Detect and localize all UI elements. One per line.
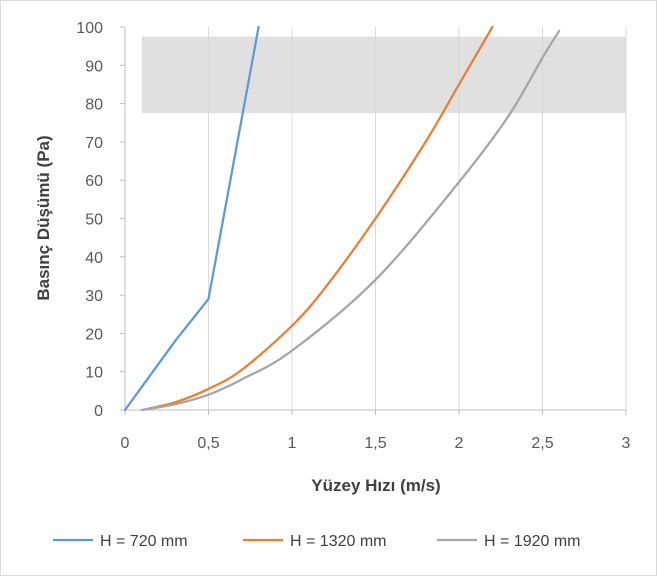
y-tick-label: 30 xyxy=(85,288,103,305)
x-tick-label: 2 xyxy=(455,435,464,452)
x-tick-label: 3 xyxy=(622,435,631,452)
y-tick-label: 70 xyxy=(85,135,103,152)
y-tick-label: 60 xyxy=(85,173,103,190)
x-axis-title: Yüzey Hızı (m/s) xyxy=(311,476,440,495)
x-tick-label: 1,5 xyxy=(364,435,386,452)
y-tick-label: 10 xyxy=(85,365,103,382)
axes xyxy=(120,26,627,415)
y-tick-label: 100 xyxy=(76,20,103,37)
shaded-band-layer xyxy=(141,36,626,114)
legend-label-2: H = 1320 mm xyxy=(290,533,386,550)
y-tick-label: 90 xyxy=(85,58,103,75)
shaded-band xyxy=(141,36,626,114)
series-line-2 xyxy=(140,25,494,412)
x-tick-label: 1 xyxy=(288,435,297,452)
y-tick-label: 20 xyxy=(85,326,103,343)
x-tick-label: 2,5 xyxy=(531,435,553,452)
series-lines xyxy=(123,25,561,412)
y-axis-title: Basınç Düşümü (Pa) xyxy=(34,135,53,300)
y-tick-label: 50 xyxy=(85,212,103,229)
y-tick-label: 80 xyxy=(85,97,103,114)
tick-labels: 0 10 20 30 40 50 60 70 80 90 100 0 0,5 1 1,5 2 2,5 3 xyxy=(76,20,630,452)
y-tick-label: 40 xyxy=(85,250,103,267)
x-tick-label: 0,5 xyxy=(197,435,219,452)
series-line-1 xyxy=(123,25,260,412)
x-tick-label: 0 xyxy=(121,435,130,452)
legend-label-1: H = 720 mm xyxy=(100,533,188,550)
y-tick-label: 0 xyxy=(94,403,103,420)
series-line-3 xyxy=(140,29,561,412)
legend: H = 720 mm H = 1320 mm H = 1920 mm xyxy=(53,533,580,550)
legend-label-3: H = 1920 mm xyxy=(484,533,580,550)
